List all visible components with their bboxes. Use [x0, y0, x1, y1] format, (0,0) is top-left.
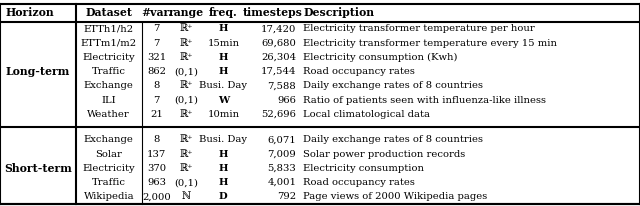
- Text: Page views of 2000 Wikipedia pages: Page views of 2000 Wikipedia pages: [303, 192, 488, 201]
- Text: 69,680: 69,680: [262, 39, 296, 48]
- Text: 8: 8: [154, 81, 160, 90]
- Text: Horizon: Horizon: [5, 7, 54, 18]
- Text: 792: 792: [277, 192, 296, 201]
- Text: H: H: [219, 53, 228, 62]
- Text: Road occupancy rates: Road occupancy rates: [303, 178, 415, 187]
- Text: ETTm1/m2: ETTm1/m2: [81, 39, 137, 48]
- Text: ℝ⁺: ℝ⁺: [180, 135, 193, 144]
- Text: 10min: 10min: [207, 110, 239, 119]
- Text: 15min: 15min: [207, 39, 239, 48]
- Text: Road occupancy rates: Road occupancy rates: [303, 67, 415, 76]
- Text: H: H: [219, 164, 228, 173]
- Text: Busi. Day: Busi. Day: [200, 135, 247, 144]
- Text: 963: 963: [147, 178, 166, 187]
- Text: 966: 966: [278, 96, 296, 104]
- Text: timesteps: timesteps: [243, 7, 302, 18]
- Text: (0,1): (0,1): [175, 67, 198, 76]
- Text: 7: 7: [154, 24, 160, 33]
- Text: Wikipedia: Wikipedia: [83, 192, 134, 201]
- Text: ℝ⁺: ℝ⁺: [180, 164, 193, 173]
- Text: 17,420: 17,420: [261, 24, 296, 33]
- Text: ℝ⁺: ℝ⁺: [180, 24, 193, 33]
- Text: 26,304: 26,304: [261, 53, 296, 62]
- Text: Long-term: Long-term: [6, 66, 70, 77]
- Text: H: H: [219, 24, 228, 33]
- Text: Daily exchange rates of 8 countries: Daily exchange rates of 8 countries: [303, 81, 483, 90]
- Text: Description: Description: [303, 7, 374, 18]
- Text: 5,833: 5,833: [268, 164, 296, 173]
- Text: H: H: [219, 67, 228, 76]
- Text: 7,588: 7,588: [268, 81, 296, 90]
- Text: Electricity consumption (Kwh): Electricity consumption (Kwh): [303, 53, 458, 62]
- Text: ℝ⁺: ℝ⁺: [180, 53, 193, 62]
- Text: Electricity: Electricity: [83, 164, 135, 173]
- Text: 7: 7: [154, 96, 160, 104]
- Text: Traffic: Traffic: [92, 67, 126, 76]
- Text: 7: 7: [154, 39, 160, 48]
- Text: Busi. Day: Busi. Day: [200, 81, 247, 90]
- Text: Ratio of patients seen with influenza-like illness: Ratio of patients seen with influenza-li…: [303, 96, 547, 104]
- Text: ILI: ILI: [102, 96, 116, 104]
- Text: 2,000: 2,000: [143, 192, 171, 201]
- Text: Electricity transformer temperature every 15 min: Electricity transformer temperature ever…: [303, 39, 557, 48]
- Text: 7,009: 7,009: [268, 150, 296, 159]
- Text: Daily exchange rates of 8 countries: Daily exchange rates of 8 countries: [303, 135, 483, 144]
- Text: 17,544: 17,544: [261, 67, 296, 76]
- Text: Weather: Weather: [88, 110, 130, 119]
- Text: (0,1): (0,1): [175, 178, 198, 187]
- Text: D: D: [219, 192, 228, 201]
- Text: freq.: freq.: [209, 7, 237, 18]
- Text: Short-term: Short-term: [4, 163, 72, 174]
- Text: Electricity: Electricity: [83, 53, 135, 62]
- Text: Traffic: Traffic: [92, 178, 126, 187]
- Text: Dataset: Dataset: [85, 7, 132, 18]
- Text: ℝ⁺: ℝ⁺: [180, 39, 193, 48]
- Text: ℕ: ℕ: [182, 192, 191, 201]
- Text: Solar: Solar: [95, 150, 122, 159]
- Text: Exchange: Exchange: [84, 135, 134, 144]
- Text: 52,696: 52,696: [262, 110, 296, 119]
- Text: 862: 862: [147, 67, 166, 76]
- Text: 137: 137: [147, 150, 166, 159]
- Text: 370: 370: [147, 164, 166, 173]
- Text: 21: 21: [150, 110, 163, 119]
- Text: 321: 321: [147, 53, 166, 62]
- Text: ETTh1/h2: ETTh1/h2: [84, 24, 134, 33]
- Text: H: H: [219, 178, 228, 187]
- Text: Electricity consumption: Electricity consumption: [303, 164, 424, 173]
- Text: 6,071: 6,071: [268, 135, 296, 144]
- Text: #var.: #var.: [141, 7, 172, 18]
- Text: ℝ⁺: ℝ⁺: [180, 110, 193, 119]
- Text: (0,1): (0,1): [175, 96, 198, 104]
- Text: H: H: [219, 150, 228, 159]
- Text: 4,001: 4,001: [268, 178, 296, 187]
- Text: ℝ⁺: ℝ⁺: [180, 81, 193, 90]
- Text: Electricity transformer temperature per hour: Electricity transformer temperature per …: [303, 24, 535, 33]
- Text: range: range: [169, 7, 204, 18]
- Text: ℝ⁺: ℝ⁺: [180, 150, 193, 159]
- Text: Local climatological data: Local climatological data: [303, 110, 430, 119]
- Text: Solar power production records: Solar power production records: [303, 150, 466, 159]
- Text: W: W: [218, 96, 229, 104]
- Text: Exchange: Exchange: [84, 81, 134, 90]
- Text: 8: 8: [154, 135, 160, 144]
